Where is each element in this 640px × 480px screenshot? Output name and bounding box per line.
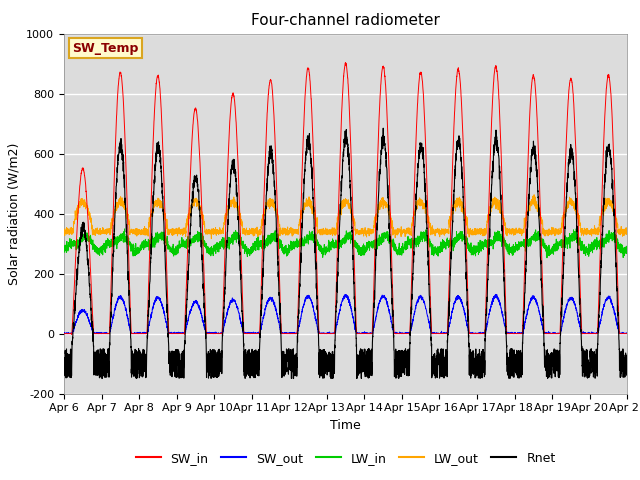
LW_in — [472, 243, 479, 249]
LW_out — [623, 230, 630, 236]
LW_out — [161, 210, 169, 216]
SW_out — [60, 330, 68, 336]
Line: LW_out: LW_out — [64, 195, 627, 239]
SW_out — [472, 331, 480, 336]
LW_in — [623, 251, 630, 256]
Rnet — [504, 354, 512, 360]
LW_out — [472, 231, 480, 237]
SW_in — [161, 224, 169, 229]
SW_in — [623, 331, 631, 336]
Rnet — [623, 354, 631, 360]
SW_out — [441, 331, 449, 336]
LW_out — [441, 228, 449, 234]
Rnet — [623, 358, 630, 364]
Rnet — [380, 125, 387, 131]
Rnet — [472, 372, 480, 378]
Title: Four-channel radiometer: Four-channel radiometer — [251, 13, 440, 28]
Text: SW_Temp: SW_Temp — [72, 42, 139, 55]
LW_in — [623, 249, 631, 254]
SW_in — [441, 331, 449, 336]
Line: SW_out: SW_out — [64, 294, 627, 334]
SW_in — [325, 331, 333, 336]
SW_out — [60, 331, 68, 336]
SW_in — [68, 332, 76, 337]
LW_out — [60, 226, 68, 231]
SW_in — [60, 331, 68, 336]
Line: Rnet: Rnet — [64, 128, 627, 379]
LW_in — [543, 255, 551, 261]
Rnet — [60, 355, 68, 360]
LW_out — [325, 228, 333, 233]
LW_in — [572, 226, 580, 232]
LW_in — [161, 235, 169, 240]
Rnet — [325, 362, 333, 368]
Rnet — [441, 373, 449, 379]
X-axis label: Time: Time — [330, 419, 361, 432]
Legend: SW_in, SW_out, LW_in, LW_out, Rnet: SW_in, SW_out, LW_in, LW_out, Rnet — [131, 447, 561, 469]
SW_in — [472, 331, 480, 336]
LW_in — [324, 246, 332, 252]
Rnet — [98, 376, 106, 382]
SW_in — [342, 60, 349, 66]
SW_out — [492, 291, 500, 297]
SW_out — [325, 330, 333, 336]
LW_out — [531, 192, 538, 198]
LW_in — [441, 245, 449, 251]
SW_out — [623, 330, 630, 336]
LW_in — [60, 247, 68, 253]
LW_out — [504, 226, 512, 231]
SW_out — [623, 331, 631, 336]
LW_in — [504, 246, 511, 252]
SW_out — [161, 316, 169, 322]
Y-axis label: Solar radiation (W/m2): Solar radiation (W/m2) — [8, 143, 20, 285]
SW_out — [504, 331, 512, 336]
LW_out — [623, 231, 631, 237]
SW_in — [623, 331, 630, 336]
SW_in — [504, 331, 512, 336]
Line: SW_in: SW_in — [64, 63, 627, 335]
LW_out — [207, 236, 215, 241]
Rnet — [161, 264, 169, 270]
Line: LW_in: LW_in — [64, 229, 627, 258]
